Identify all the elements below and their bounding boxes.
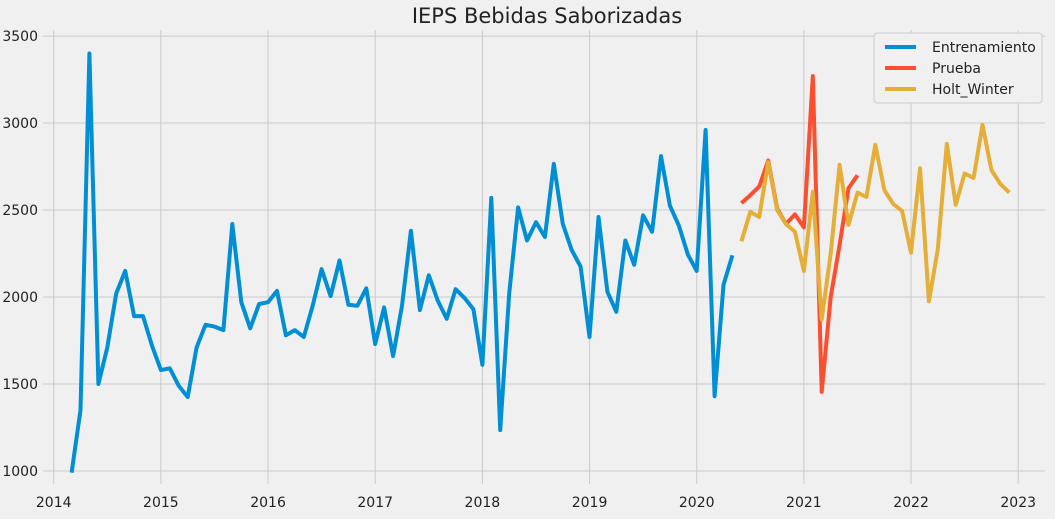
legend-label-entrenamiento: Entrenamiento <box>932 40 1036 56</box>
x-tick-label: 2015 <box>143 495 179 511</box>
x-tick-label: 2023 <box>1000 495 1036 511</box>
series-line-entrenamiento <box>69 51 735 473</box>
legend-label-holt-winter: Holt_Winter <box>932 82 1014 98</box>
x-tick-label: 2019 <box>572 495 608 511</box>
y-tick-label: 1000 <box>2 464 38 480</box>
legend: Entrenamiento Prueba Holt_Winter <box>873 32 1043 104</box>
x-tick-label: 2017 <box>357 495 393 511</box>
x-tick-label: 2018 <box>465 495 501 511</box>
y-tick-label: 3000 <box>2 116 38 132</box>
x-tick-label: 2022 <box>893 495 929 511</box>
y-tick-label: 2000 <box>2 290 38 306</box>
x-tick-label: 2020 <box>679 495 715 511</box>
series-line-prueba <box>740 74 860 394</box>
y-tick-label: 2500 <box>2 203 38 219</box>
y-tick-label: 3500 <box>2 29 38 45</box>
series-lines <box>69 51 1011 473</box>
x-tick-label: 2014 <box>36 495 72 511</box>
chart-title: IEPS Bebidas Saborizadas <box>412 4 682 28</box>
y-tick-label: 1500 <box>2 377 38 393</box>
legend-box <box>873 32 1043 104</box>
tick-labels: 2014 2015 2016 2017 2018 2019 2020 2021 2022 2023… <box>2 29 1036 511</box>
legend-label-prueba: Prueba <box>932 61 981 77</box>
x-tick-label: 2021 <box>786 495 822 511</box>
x-tick-label: 2016 <box>250 495 286 511</box>
series-line-holt-winter <box>739 122 1011 322</box>
grid-lines <box>43 30 1045 484</box>
